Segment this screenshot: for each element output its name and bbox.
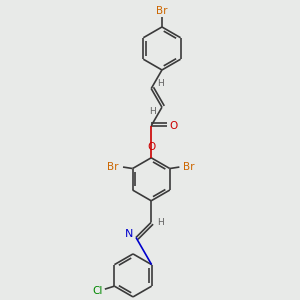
Text: H: H: [158, 79, 164, 88]
Text: O: O: [147, 142, 155, 152]
Text: Cl: Cl: [92, 286, 102, 296]
Text: Br: Br: [184, 162, 195, 172]
Text: H: H: [149, 107, 156, 116]
Text: N: N: [125, 230, 134, 239]
Text: Br: Br: [107, 162, 119, 172]
Text: H: H: [157, 218, 164, 227]
Text: O: O: [169, 121, 177, 131]
Text: Br: Br: [156, 6, 168, 16]
